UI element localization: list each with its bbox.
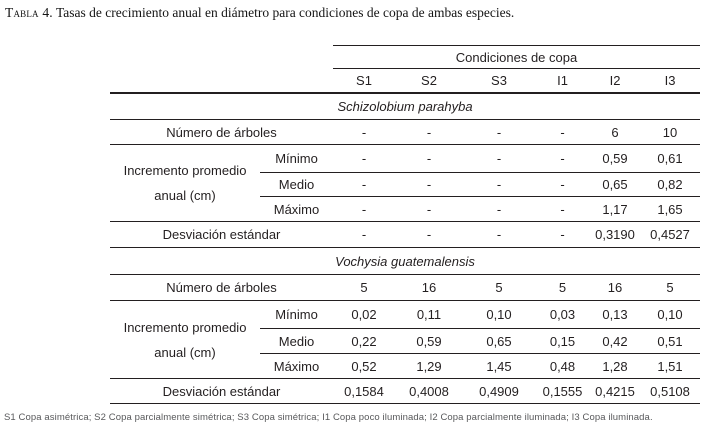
value-cell: 0,48	[535, 353, 590, 379]
increment-label-line2: anual (cm)	[154, 344, 216, 360]
col-header-i2: I2	[590, 68, 640, 94]
value-cell: 0,22	[333, 328, 395, 354]
value-cell: 0,10	[463, 300, 535, 329]
value-cell: 0,10	[640, 300, 701, 329]
value-cell: 1,65	[640, 196, 701, 222]
value-cell: 1,17	[590, 196, 640, 222]
table-caption: Tabla 4. Tasas de crecimiento anual en d…	[5, 5, 708, 21]
row-label-min: Mínimo	[260, 144, 333, 173]
value-cell: 0,4008	[395, 378, 463, 404]
value-cell: 0,5108	[640, 378, 701, 404]
value-cell: -	[333, 119, 395, 145]
value-cell: -	[395, 196, 463, 222]
row-label-std: Desviación estándar	[110, 378, 333, 404]
value-cell: 1,29	[395, 353, 463, 379]
empty-cell	[110, 68, 333, 94]
species-header-schizolobium: Schizolobium parahyba	[110, 92, 701, 120]
empty-cell	[110, 46, 333, 69]
row-label-mid: Medio	[260, 172, 333, 197]
value-cell: 0,13	[590, 300, 640, 329]
value-cell: 0,4527	[640, 221, 701, 248]
value-cell: -	[463, 221, 535, 248]
value-cell: -	[535, 221, 590, 248]
value-cell: -	[535, 196, 590, 222]
value-cell: 16	[395, 274, 463, 301]
col-header-s2: S2	[395, 68, 463, 94]
value-cell: 0,82	[640, 172, 701, 197]
row-label-min: Mínimo	[260, 300, 333, 329]
value-cell: -	[333, 144, 395, 173]
value-cell: 1,51	[640, 353, 701, 379]
value-cell: -	[395, 119, 463, 145]
value-cell: 0,61	[640, 144, 701, 173]
group-header: Condiciones de copa	[333, 45, 701, 69]
value-cell: 6	[590, 119, 640, 145]
value-cell: 0,11	[395, 300, 463, 329]
value-cell: -	[463, 119, 535, 145]
row-label-increment: Incremento promedio anual (cm)	[110, 300, 260, 379]
value-cell: 0,59	[590, 144, 640, 173]
row-label-increment: Incremento promedio anual (cm)	[110, 144, 260, 222]
col-header-s1: S1	[333, 68, 395, 94]
value-cell: 10	[640, 119, 701, 145]
row-label-mid: Medio	[260, 328, 333, 354]
value-cell: -	[535, 172, 590, 197]
col-header-s3: S3	[463, 68, 535, 94]
value-cell: -	[535, 144, 590, 173]
table-caption-text: Tasas de crecimiento anual en diámetro p…	[52, 5, 515, 20]
value-cell: 1,45	[463, 353, 535, 379]
value-cell: 5	[640, 274, 701, 301]
value-cell: 0,4215	[590, 378, 640, 404]
value-cell: -	[535, 119, 590, 145]
row-label-std: Desviación estándar	[110, 221, 333, 248]
value-cell: 0,52	[333, 353, 395, 379]
value-cell: -	[333, 196, 395, 222]
value-cell: -	[463, 172, 535, 197]
value-cell: 0,02	[333, 300, 395, 329]
species-header-vochysia: Vochysia guatemalensis	[110, 247, 701, 275]
value-cell: 0,42	[590, 328, 640, 354]
value-cell: 5	[535, 274, 590, 301]
increment-label-line2: anual (cm)	[154, 188, 216, 203]
value-cell: -	[395, 172, 463, 197]
value-cell: 0,15	[535, 328, 590, 354]
value-cell: -	[395, 144, 463, 173]
col-header-i1: I1	[535, 68, 590, 94]
value-cell: 0,65	[463, 328, 535, 354]
row-label-max: Máximo	[260, 196, 333, 222]
value-cell: -	[333, 221, 395, 248]
increment-label-line1: Incremento promedio	[123, 319, 247, 335]
value-cell: 1,28	[590, 353, 640, 379]
growth-rates-table: Condiciones de copa S1 S2 S3 I1 I2 I3 Sc…	[110, 45, 701, 404]
value-cell: 0,65	[590, 172, 640, 197]
increment-label-line1: Incremento promedio	[123, 163, 247, 178]
value-cell: 0,1584	[333, 378, 395, 404]
value-cell: 16	[590, 274, 640, 301]
value-cell: 0,1555	[535, 378, 590, 404]
value-cell: 0,03	[535, 300, 590, 329]
row-label-n-trees: Número de árboles	[110, 274, 333, 301]
value-cell: 0,3190	[590, 221, 640, 248]
value-cell: 5	[333, 274, 395, 301]
value-cell: 0,51	[640, 328, 701, 354]
col-header-i3: I3	[640, 68, 701, 94]
row-label-n-trees: Número de árboles	[110, 119, 333, 145]
table-caption-label: Tabla 4.	[5, 5, 53, 20]
value-cell: -	[395, 221, 463, 248]
value-cell: -	[463, 144, 535, 173]
value-cell: 0,59	[395, 328, 463, 354]
value-cell: 5	[463, 274, 535, 301]
value-cell: -	[333, 172, 395, 197]
value-cell: 0,4909	[463, 378, 535, 404]
value-cell: -	[463, 196, 535, 222]
row-label-max: Máximo	[260, 353, 333, 379]
table-footnote: S1 Copa asimétrica; S2 Copa parcialmente…	[4, 412, 653, 423]
